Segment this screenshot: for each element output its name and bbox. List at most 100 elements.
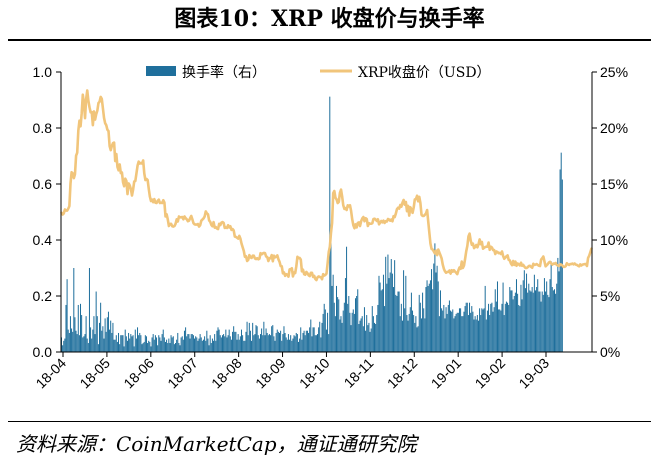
turnover-bar bbox=[389, 272, 391, 352]
right-tick-label: 5% bbox=[600, 288, 620, 304]
turnover-bar bbox=[395, 294, 397, 352]
turnover-bar bbox=[515, 279, 517, 352]
turnover-bar bbox=[283, 326, 285, 352]
turnover-bar bbox=[436, 265, 438, 352]
turnover-bar bbox=[198, 338, 200, 352]
turnover-bar bbox=[228, 329, 230, 352]
turnover-bar bbox=[339, 319, 341, 352]
turnover-bar bbox=[120, 335, 122, 352]
turnover-bar bbox=[141, 344, 143, 352]
turnover-bar bbox=[343, 302, 345, 352]
turnover-bar bbox=[107, 311, 109, 352]
turnover-bar bbox=[372, 316, 374, 352]
turnover-bar bbox=[545, 291, 547, 352]
turnover-bar bbox=[248, 322, 250, 352]
turnover-bar bbox=[349, 312, 351, 352]
turnover-bar bbox=[327, 312, 329, 352]
turnover-bar bbox=[226, 337, 228, 352]
turnover-bar bbox=[317, 334, 319, 352]
turnover-bar bbox=[67, 329, 69, 352]
turnover-bar bbox=[401, 320, 403, 352]
turnover-bar bbox=[78, 335, 80, 352]
turnover-bar bbox=[555, 293, 557, 352]
x-tick-label: 19-01 bbox=[428, 355, 465, 392]
x-tick-label: 18-04 bbox=[32, 355, 69, 392]
right-y-axis-ticks: 0% 5% 10% 15% 20% 25% bbox=[592, 64, 628, 360]
turnover-bar bbox=[242, 335, 244, 352]
turnover-bar bbox=[470, 312, 472, 352]
turnover-bar bbox=[115, 335, 117, 352]
turnover-bar bbox=[518, 304, 520, 352]
legend-bar-swatch bbox=[146, 66, 176, 76]
turnover-bar bbox=[413, 315, 415, 352]
turnover-bar bbox=[521, 299, 523, 352]
turnover-bar bbox=[433, 263, 435, 352]
turnover-bar bbox=[118, 332, 120, 352]
turnover-bar bbox=[537, 279, 539, 352]
turnover-bar bbox=[482, 309, 484, 352]
turnover-bar bbox=[552, 290, 554, 352]
turnover-bar bbox=[359, 320, 361, 352]
turnover-bar bbox=[247, 335, 249, 352]
turnover-bar bbox=[134, 329, 136, 352]
turnover-bar bbox=[245, 331, 247, 352]
turnover-bar bbox=[218, 329, 220, 352]
turnover-bar bbox=[442, 310, 444, 352]
turnover-bar bbox=[106, 317, 108, 352]
turnover-bar bbox=[403, 270, 405, 352]
turnover-bar bbox=[328, 334, 330, 352]
turnover-bar bbox=[474, 316, 476, 352]
turnover-bar bbox=[216, 330, 218, 352]
turnover-bar bbox=[428, 283, 430, 352]
turnover-bar bbox=[170, 335, 172, 352]
turnover-bar bbox=[441, 308, 443, 352]
turnover-bar bbox=[486, 310, 488, 352]
turnover-bar bbox=[280, 330, 282, 352]
turnover-bar bbox=[68, 332, 70, 352]
turnover-bar bbox=[414, 322, 416, 352]
turnover-bar bbox=[390, 259, 392, 352]
turnover-bar bbox=[347, 303, 349, 352]
turnover-bar bbox=[246, 321, 248, 352]
turnover-bar bbox=[291, 340, 293, 352]
x-tick-label: 18-07 bbox=[164, 355, 201, 392]
turnover-bar bbox=[139, 332, 141, 352]
turnover-bar bbox=[491, 302, 493, 352]
turnover-bar bbox=[224, 336, 226, 352]
turnover-bar bbox=[65, 304, 67, 352]
turnover-bar bbox=[264, 335, 266, 352]
turnover-bar bbox=[500, 310, 502, 352]
turnover-bar bbox=[160, 340, 162, 352]
right-tick-label: 0% bbox=[600, 344, 620, 360]
x-tick-label: 18-11 bbox=[341, 355, 377, 391]
turnover-bar bbox=[306, 330, 308, 352]
turnover-bar bbox=[275, 332, 277, 352]
turnover-bar bbox=[448, 300, 450, 352]
turnover-bar bbox=[374, 322, 376, 352]
turnover-bar bbox=[367, 325, 369, 352]
turnover-bar bbox=[215, 340, 217, 352]
turnover-bar bbox=[217, 327, 219, 352]
turnover-bar bbox=[232, 331, 234, 352]
turnover-bar bbox=[424, 318, 426, 352]
turnover-bar bbox=[86, 338, 88, 352]
turnover-bar bbox=[238, 339, 240, 352]
turnover-bar bbox=[111, 332, 113, 352]
turnover-bar bbox=[199, 334, 201, 352]
turnover-bar bbox=[190, 334, 192, 352]
turnover-bar bbox=[169, 343, 171, 352]
turnover-bar bbox=[267, 335, 269, 352]
turnover-bar bbox=[145, 336, 147, 352]
turnover-bar bbox=[365, 330, 367, 352]
turnover-bar bbox=[225, 329, 227, 352]
turnover-bar bbox=[287, 334, 289, 352]
turnover-bar bbox=[418, 294, 420, 352]
turnover-bar bbox=[76, 334, 78, 352]
turnover-bar bbox=[539, 291, 541, 352]
turnover-bar bbox=[338, 299, 340, 352]
turnover-bar bbox=[312, 327, 314, 352]
turnover-bar bbox=[257, 335, 259, 352]
turnover-bar bbox=[325, 329, 327, 352]
turnover-bar bbox=[462, 316, 464, 352]
turnover-bar bbox=[132, 335, 134, 352]
